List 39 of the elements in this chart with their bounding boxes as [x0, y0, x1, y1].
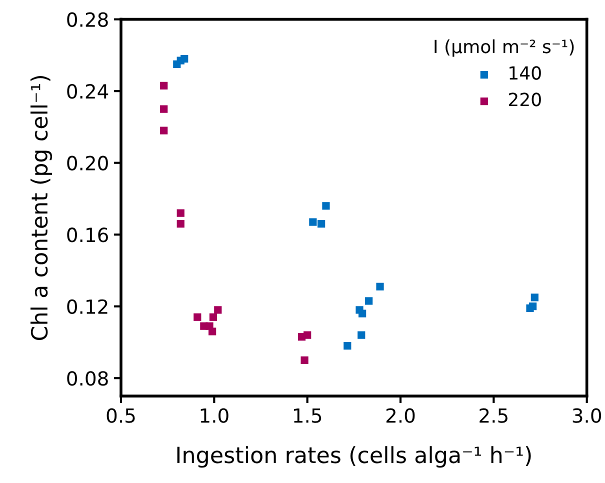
y-tick-label: 0.28	[67, 12, 108, 27]
y-tick-label: 0.12	[67, 299, 108, 314]
point	[304, 331, 312, 339]
y-tick-label: 0.20	[67, 156, 108, 171]
point	[300, 356, 308, 364]
y-tick-label: 0.08	[67, 371, 108, 386]
point	[160, 126, 168, 134]
point	[322, 202, 330, 210]
point	[194, 313, 202, 321]
legend-label: 220	[508, 92, 541, 106]
point	[309, 218, 317, 226]
point	[526, 304, 534, 312]
x-tick-label: 1.5	[294, 408, 322, 423]
point	[344, 342, 352, 350]
point	[208, 328, 216, 336]
point	[176, 209, 184, 217]
point	[358, 331, 366, 339]
x-tick-label: 3.0	[572, 408, 602, 423]
x-tick-label: 1.0	[200, 408, 228, 423]
x-tick-label: 0.5	[106, 408, 135, 423]
point	[365, 297, 373, 305]
x-axis-title: Ingestion rates (cells alga⁻¹ h⁻¹)	[177, 446, 531, 468]
legend-title: I (μmol m⁻² s⁻¹)	[434, 39, 574, 57]
y-tick-label: 0.16	[67, 228, 108, 242]
point	[530, 294, 538, 302]
x-tick-label: 2.5	[480, 408, 508, 423]
y-axis-title: Chl a content (pg cell⁻¹)	[30, 76, 52, 340]
point	[358, 310, 366, 318]
point	[160, 105, 168, 113]
point	[376, 282, 384, 290]
point	[176, 220, 184, 228]
point	[160, 82, 168, 90]
point	[318, 220, 326, 228]
point	[180, 54, 188, 63]
point	[209, 313, 218, 321]
point	[214, 306, 222, 314]
x-tick-label: 2.0	[386, 408, 415, 423]
legend-label: 140	[510, 66, 541, 80]
y-tick-label: 0.24	[67, 84, 108, 99]
